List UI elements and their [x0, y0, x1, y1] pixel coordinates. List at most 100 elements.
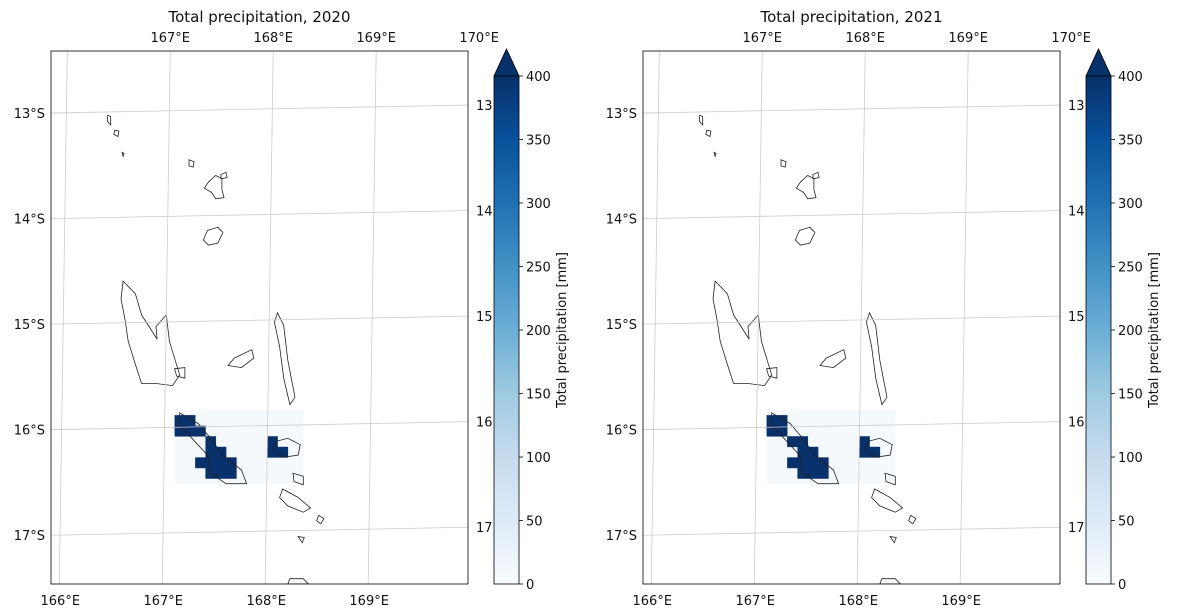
heatmap-cell: [174, 425, 186, 437]
colorbar-tick-label: 250: [1118, 261, 1143, 276]
heatmap-cell: [267, 446, 278, 458]
coastline: [202, 226, 224, 246]
coastline: [297, 535, 305, 544]
coastline: [795, 175, 817, 200]
x-top-tick-label: 168°E: [845, 31, 885, 46]
y-tick-label: 13°S: [14, 107, 45, 122]
y-right-tick-label: 17: [1068, 521, 1085, 536]
gridline-lat: [51, 315, 468, 325]
heatmap-cell: [776, 415, 788, 426]
x-tick-label: 168°E: [246, 594, 286, 609]
colorbar-tick-label: 150: [526, 388, 551, 403]
y-right-tick-label: 16: [476, 416, 493, 431]
heatmap-cell: [766, 425, 778, 437]
coastline: [279, 488, 312, 513]
colorbar-tick-label: 300: [526, 197, 551, 212]
x-tick-label: 166°E: [41, 594, 81, 609]
coastline: [272, 437, 301, 458]
gridline-lat: [51, 421, 468, 431]
coastline: [771, 412, 840, 485]
x-top-tick-label: 168°E: [253, 31, 293, 46]
coastline: [174, 367, 186, 379]
colorbar-tick-label: 300: [1118, 197, 1143, 212]
coastline: [889, 535, 897, 544]
heatmap-cell: [859, 446, 870, 458]
y-tick-label: 13°S: [606, 107, 637, 122]
coastline: [273, 311, 296, 406]
coastline: [780, 159, 787, 168]
heatmap-cell: [807, 467, 819, 479]
colorbar-tick-label: 400: [1118, 70, 1143, 85]
heatmap-cell: [776, 425, 788, 437]
coastline: [316, 514, 325, 525]
heatmap-cell: [205, 446, 217, 458]
gridline-lat: [643, 210, 1060, 219]
colorbar-gradient: [1085, 75, 1112, 585]
y-right-tick-label: 14: [476, 205, 493, 220]
y-right-tick-label: 13: [476, 99, 493, 114]
coastline: [203, 175, 225, 200]
gridline-lon: [264, 51, 274, 584]
y-tick-label: 16°S: [606, 424, 637, 439]
heatmap-cell: [787, 436, 798, 448]
coastline: [879, 578, 901, 584]
y-right-tick-label: 17: [476, 521, 493, 536]
y-tick-label: 16°S: [14, 424, 45, 439]
y-tick-label: 14°S: [606, 213, 637, 228]
gridline-lon: [367, 51, 377, 584]
heatmap-cell: [226, 457, 237, 469]
colorbar-label: Total precipitation [mm]: [555, 252, 570, 409]
heatmap-cell: [818, 457, 829, 469]
gridline-lon: [959, 51, 969, 584]
x-top-tick-label: 169°E: [356, 31, 396, 46]
y-right-tick-label: 15: [1068, 310, 1085, 325]
x-tick-label: 169°E: [941, 594, 981, 609]
coastline: [113, 129, 120, 138]
coastline: [864, 437, 893, 458]
gridline-lon: [856, 51, 866, 584]
colorbar-tick-label: 200: [1118, 324, 1143, 339]
heatmap-cell: [195, 425, 206, 437]
colorbar-label: Total precipitation [mm]: [1147, 252, 1162, 409]
heatmap-cell: [184, 415, 196, 426]
colorbar-tick-label: 50: [526, 515, 543, 530]
heatmap-cell: [184, 425, 196, 437]
heatmap-cell: [859, 436, 870, 448]
heatmap-cell: [195, 457, 206, 469]
heatmap-cell: [277, 446, 289, 458]
x-top-tick-label: 169°E: [948, 31, 988, 46]
x-top-tick-label: 170°E: [1051, 31, 1091, 46]
heatmap-cell: [215, 467, 227, 479]
plot-frame: [50, 50, 469, 585]
right-tick-group: 13 14 15 16 17: [1068, 99, 1085, 536]
coastline: [812, 171, 820, 180]
coastline: [871, 488, 904, 513]
colorbar-tick-label: 350: [526, 134, 551, 149]
colorbar-tick-label: 50: [1118, 515, 1135, 530]
colorbar: 0 50 100 150 200 250 300 350 400 Total precipitat…: [493, 48, 570, 593]
gridline-lat: [643, 104, 1060, 114]
coastline: [713, 151, 717, 158]
coastline: [705, 129, 712, 138]
gridline-lat: [51, 210, 468, 219]
y-right-tick-label: 15: [476, 310, 493, 325]
map-content: [643, 51, 1060, 584]
chart-title: Total precipitation, 2020: [167, 8, 350, 26]
colorbar-extend-arrow: [1085, 48, 1112, 77]
colorbar-tick-label: 0: [526, 578, 534, 593]
x-top-tick-label: 167°E: [742, 31, 782, 46]
gridline-lon: [161, 51, 171, 584]
heatmap-cell: [205, 457, 217, 469]
gridline-lat: [643, 421, 1060, 431]
gridline-lon: [650, 51, 660, 584]
coastline: [227, 349, 255, 369]
heatmap-cell: [869, 446, 881, 458]
coastline: [287, 578, 309, 584]
colorbar-tick-label: 100: [526, 451, 551, 466]
coastline: [699, 114, 704, 126]
x-tick-label: 167°E: [143, 594, 183, 609]
heatmap-cell: [797, 457, 809, 469]
map-content: [51, 51, 468, 584]
x-top-tick-label: 170°E: [459, 31, 499, 46]
x-tick-label: 169°E: [349, 594, 389, 609]
